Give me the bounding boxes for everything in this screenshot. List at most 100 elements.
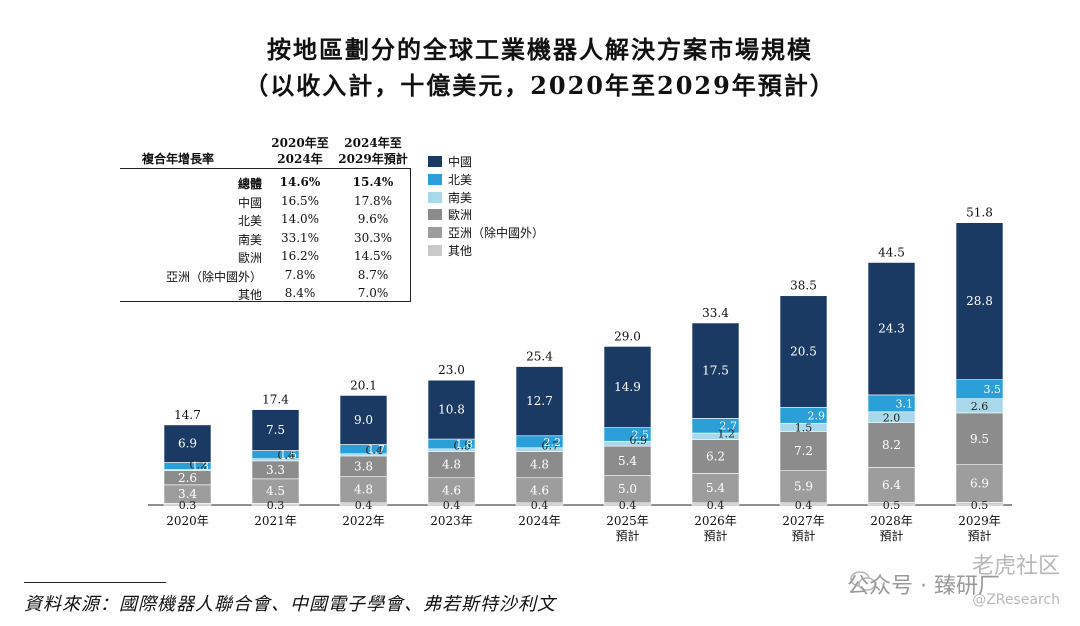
legend-swatch — [428, 245, 442, 256]
legend-item: 其他 — [428, 242, 472, 258]
x-tick-label: 2021年 — [254, 514, 297, 528]
cagr-header-rule — [120, 168, 410, 169]
cagr-row-value-2020-2024: 16.5% — [280, 193, 320, 208]
bar-value-label: 1.7 — [368, 443, 386, 456]
bar-segment — [339, 395, 388, 445]
chart-title: 按地區劃分的全球工業機器人解決方案市場規模 — [267, 35, 813, 64]
bar-segment — [779, 295, 828, 408]
bar-value-label: 0.4 — [355, 499, 373, 512]
legend-label: 其他 — [448, 244, 473, 258]
bar-value-label: 6.2 — [706, 449, 725, 463]
cagr-row-value-2020-2024: 16.2% — [280, 249, 320, 263]
bar-value-label: 1.5 — [280, 449, 298, 462]
bar-value-label: 2.6 — [178, 471, 197, 485]
bar-value-label: 0.4 — [443, 499, 461, 512]
bar-value-label: 28.8 — [966, 294, 993, 308]
legend-swatch — [428, 156, 442, 167]
bar-segment — [603, 475, 652, 504]
bar-value-label: 0.2 — [190, 459, 208, 472]
bar-value-label: 1.8 — [456, 438, 474, 451]
watermark-line1: 老虎社区 — [971, 554, 1060, 579]
bar-segment — [603, 445, 652, 476]
legend-label: 歐洲 — [448, 208, 473, 223]
bar-value-label: 5.0 — [618, 482, 637, 496]
bar-segment — [779, 470, 828, 504]
bar-value-label: 0.4 — [366, 444, 384, 457]
bar-value-label: 4.8 — [354, 483, 373, 497]
x-tick-label: 2023年 — [430, 514, 473, 528]
x-tick-label: 2022年 — [342, 514, 385, 528]
wechat-icon — [850, 571, 876, 591]
bar-total-label: 17.4 — [262, 393, 289, 407]
cagr-row-value-2024-2029: 14.5% — [353, 249, 393, 263]
bar-value-label: 2.6 — [971, 400, 989, 413]
cagr-right-rule — [410, 168, 411, 302]
legend-swatch — [428, 209, 442, 221]
x-tick-label: 預計 — [703, 528, 727, 543]
cagr-row-label: 中國 — [237, 195, 262, 210]
bar-value-label: 7.5 — [266, 423, 285, 437]
watermark: 老虎社区 公众号 · 臻研厂 @ZResearch — [760, 548, 1060, 612]
cagr-col2-header-line1: 2024年至 — [344, 136, 402, 150]
bar-value-label: 14.9 — [614, 380, 641, 394]
bar-segment — [691, 439, 740, 474]
bar-value-label: 3.1 — [896, 397, 914, 410]
bar-total-label: 14.7 — [174, 408, 201, 422]
cagr-col2-header-line2: 2029年預計 — [338, 152, 408, 166]
cagr-row-label: 北美 — [237, 214, 262, 228]
legend-label: 亞洲（除中國外） — [448, 226, 545, 241]
bar-segment — [515, 366, 564, 437]
bar-value-label: 2.5 — [632, 428, 650, 441]
x-tick-label: 2025年 — [606, 514, 649, 528]
legend-label: 北美 — [448, 172, 473, 187]
bar-total-label: 23.0 — [438, 363, 465, 377]
legend-item: 亞洲（除中國外） — [428, 224, 544, 240]
bar-total-label: 33.4 — [702, 306, 729, 320]
cagr-row-value-2024-2029: 8.7% — [357, 267, 389, 282]
x-tick-label: 2026年 — [694, 514, 737, 528]
bar-value-label: 0.3 — [179, 499, 197, 512]
bar-value-label: 0.5 — [454, 440, 472, 453]
bar-segment — [691, 322, 740, 419]
x-tick-label: 2020年 — [166, 514, 209, 528]
bar-total-label: 51.8 — [966, 206, 993, 220]
cagr-row-label: 其他 — [237, 288, 262, 302]
source-divider — [24, 582, 166, 583]
cagr-row-label: 歐洲 — [237, 251, 262, 265]
bar-value-label: 0.4 — [619, 499, 637, 512]
watermark-line3: @ZResearch — [972, 592, 1060, 608]
cagr-row-label: 亞洲（除中國外） — [165, 269, 262, 284]
bar-value-label: 3.8 — [354, 459, 373, 473]
bar-value-label: 2.7 — [720, 420, 738, 433]
cagr-row-value-2024-2029: 7.0% — [357, 286, 389, 300]
bar-value-label: 8.2 — [882, 438, 901, 452]
bar-value-label: 3.5 — [984, 383, 1002, 396]
bar-value-label: 6.4 — [882, 478, 901, 492]
bar-segment — [867, 422, 916, 468]
cagr-col1-header-line2: 2024年 — [277, 152, 323, 166]
bar-value-label: 20.5 — [790, 345, 817, 359]
bar-value-label: 0.4 — [278, 449, 296, 462]
legend-item: 中國 — [428, 153, 472, 169]
bar-value-label: 4.5 — [266, 484, 285, 498]
legend-swatch — [428, 173, 442, 185]
bar-segment — [867, 467, 916, 503]
bar-value-label: 2.2 — [544, 436, 562, 449]
bar-value-label: 0.4 — [707, 499, 725, 512]
x-tick-label: 預計 — [791, 528, 815, 543]
chart-subtitle: （以收入計，十億美元，2020年至2029年預計） — [244, 71, 836, 100]
bar-value-label: 6.9 — [178, 437, 197, 451]
bar-value-label: 10.8 — [438, 403, 465, 417]
bar-total-label: 44.5 — [878, 245, 905, 259]
cagr-row-value-2024-2029: 30.3% — [353, 230, 393, 245]
x-tick-label: 2028年 — [870, 514, 913, 528]
bar-value-label: 17.5 — [702, 364, 729, 378]
bar-segment — [251, 409, 300, 451]
bar-value-label: 0.4 — [531, 499, 549, 512]
legend-item: 北美 — [428, 171, 472, 187]
legend-swatch — [428, 227, 442, 239]
bar-segment — [427, 451, 476, 479]
bar-value-label: 5.4 — [706, 481, 725, 495]
bar-value-label: 0.9 — [630, 434, 648, 447]
cagr-bottom-rule — [120, 300, 410, 302]
